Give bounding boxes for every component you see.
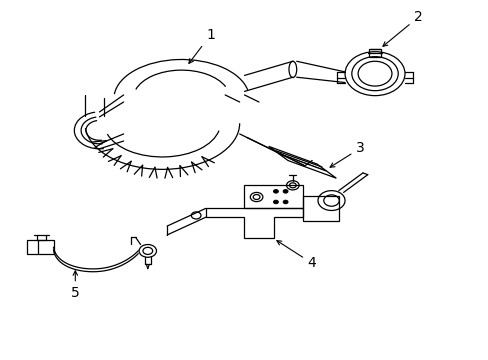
Bar — [244, 185, 302, 208]
Circle shape — [283, 200, 287, 204]
Text: 3: 3 — [329, 141, 364, 167]
Bar — [27, 239, 53, 255]
Polygon shape — [278, 153, 336, 178]
Circle shape — [273, 200, 278, 204]
Text: 5: 5 — [71, 271, 80, 301]
Polygon shape — [205, 208, 302, 238]
Bar — [302, 196, 338, 221]
Text: 1: 1 — [188, 28, 215, 63]
Circle shape — [273, 190, 278, 193]
Polygon shape — [268, 146, 326, 171]
Bar — [368, 49, 381, 57]
Text: 4: 4 — [276, 240, 316, 270]
Circle shape — [283, 190, 287, 193]
Text: 2: 2 — [382, 10, 422, 46]
